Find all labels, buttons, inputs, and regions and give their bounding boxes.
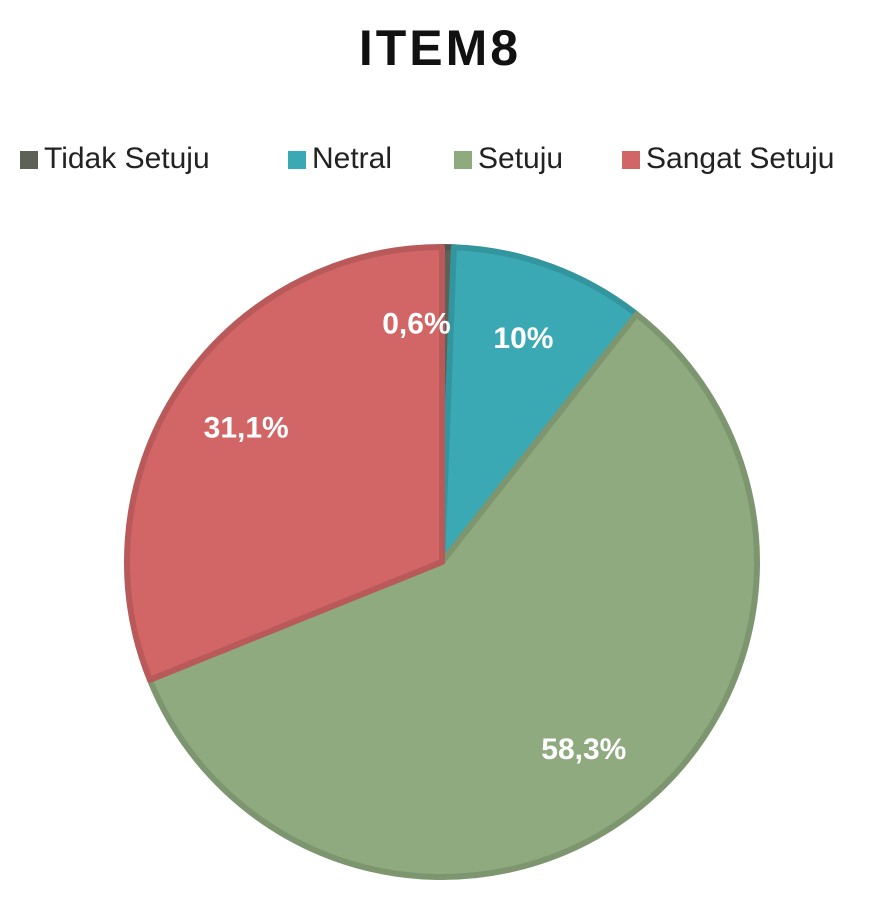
pie-slice: [124, 244, 445, 683]
legend-label: Sangat Setuju: [646, 142, 834, 175]
data-label: 10%: [493, 322, 553, 355]
data-label: 58,3%: [541, 733, 626, 766]
legend-swatch: [20, 151, 38, 169]
pie-slice: [439, 244, 640, 565]
legend-swatch: [622, 151, 640, 169]
legend-label: Netral: [312, 142, 392, 175]
pie-slice: [146, 311, 760, 880]
data-label: 0,6%: [382, 308, 450, 341]
legend-label: Setuju: [478, 142, 563, 175]
chart-title: ITEM8: [359, 20, 521, 76]
data-label: 31,1%: [204, 412, 289, 445]
legend-swatch: [454, 151, 472, 169]
legend-label: Tidak Setuju: [44, 142, 210, 175]
legend-swatch: [288, 151, 306, 169]
